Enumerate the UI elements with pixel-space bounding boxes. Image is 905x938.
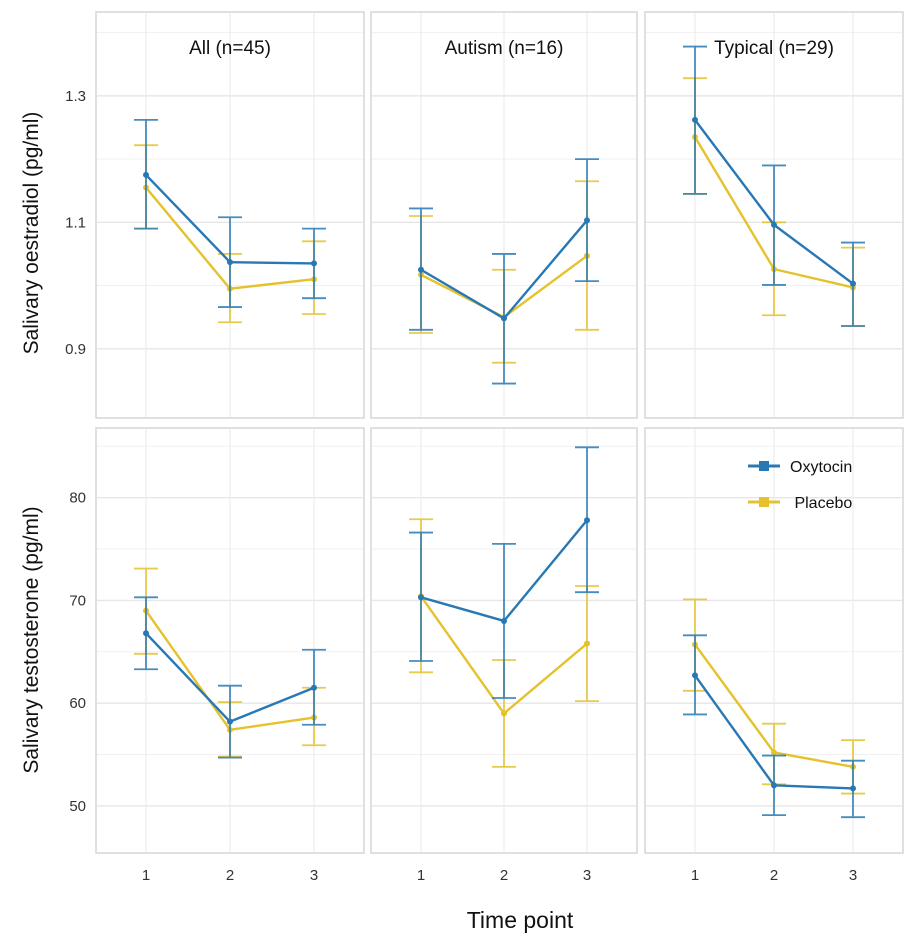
data-point-oxytocin <box>692 672 698 679</box>
panel-4: 50 60 70 80 1 2 3 <box>69 427 365 884</box>
y-tick-label: 1.3 <box>65 88 86 105</box>
panels-layer: All (n=45) 0.9 1.1 1.3 Autism (n=16) Typical … <box>65 11 904 884</box>
data-point-oxytocin <box>143 630 149 637</box>
x-tick-label: 3 <box>849 867 857 884</box>
panel-title: All (n=45) <box>189 38 271 59</box>
data-point-oxytocin <box>311 684 317 691</box>
x-tick-label: 2 <box>500 867 508 884</box>
y-axis-label-oestradiol: Salivary oestradiol (pg/ml) <box>20 112 43 355</box>
x-tick-label: 1 <box>417 867 425 884</box>
panel-1: All (n=45) 0.9 1.1 1.3 <box>65 11 365 419</box>
panel-3: Typical (n=29) <box>644 11 904 419</box>
data-point-oxytocin <box>771 221 777 228</box>
data-point-oxytocin <box>227 718 233 725</box>
y-axis-label-testosterone: Salivary testosterone (pg/ml) <box>20 506 43 773</box>
legend-swatch-placebo-marker <box>759 497 769 507</box>
data-point-oxytocin <box>584 517 590 524</box>
legend-label-placebo: Placebo <box>790 495 852 512</box>
data-point-oxytocin <box>584 217 590 224</box>
panel-6: 1 2 3 <box>644 427 904 884</box>
x-tick-label: 1 <box>691 867 699 884</box>
data-point-oxytocin <box>227 259 233 266</box>
x-tick-label: 2 <box>226 867 234 884</box>
data-point-oxytocin <box>418 594 424 601</box>
legend-swatch-oxytocin-marker <box>759 461 769 471</box>
data-point-oxytocin <box>850 280 856 287</box>
data-point-placebo <box>584 640 590 647</box>
x-tick-label: 1 <box>142 867 150 884</box>
data-point-oxytocin <box>418 266 424 273</box>
data-point-oxytocin <box>501 315 507 322</box>
data-point-oxytocin <box>771 782 777 789</box>
legend: Oxytocin Placebo <box>748 459 852 512</box>
panel-2: Autism (n=16) <box>370 11 638 419</box>
y-tick-label: 60 <box>69 695 86 712</box>
x-axis-label: Time point <box>467 907 574 933</box>
panel-title: Autism (n=16) <box>445 38 564 59</box>
x-tick-label: 2 <box>770 867 778 884</box>
y-tick-label: 1.1 <box>65 214 86 231</box>
data-point-placebo <box>771 749 777 756</box>
x-tick-label: 3 <box>583 867 591 884</box>
y-tick-label: 0.9 <box>65 341 86 358</box>
legend-label-oxytocin: Oxytocin <box>790 459 852 476</box>
data-point-placebo <box>501 710 507 717</box>
panel-title: Typical (n=29) <box>714 38 834 59</box>
data-point-oxytocin <box>311 260 317 267</box>
data-point-oxytocin <box>143 171 149 178</box>
data-point-oxytocin <box>850 785 856 792</box>
y-tick-label: 50 <box>69 798 86 815</box>
y-tick-label: 70 <box>69 592 86 609</box>
x-tick-label: 3 <box>310 867 318 884</box>
panel-5: 1 2 3 <box>370 427 638 884</box>
y-tick-label: 80 <box>69 490 86 507</box>
data-point-oxytocin <box>501 617 507 624</box>
data-point-oxytocin <box>692 116 698 123</box>
